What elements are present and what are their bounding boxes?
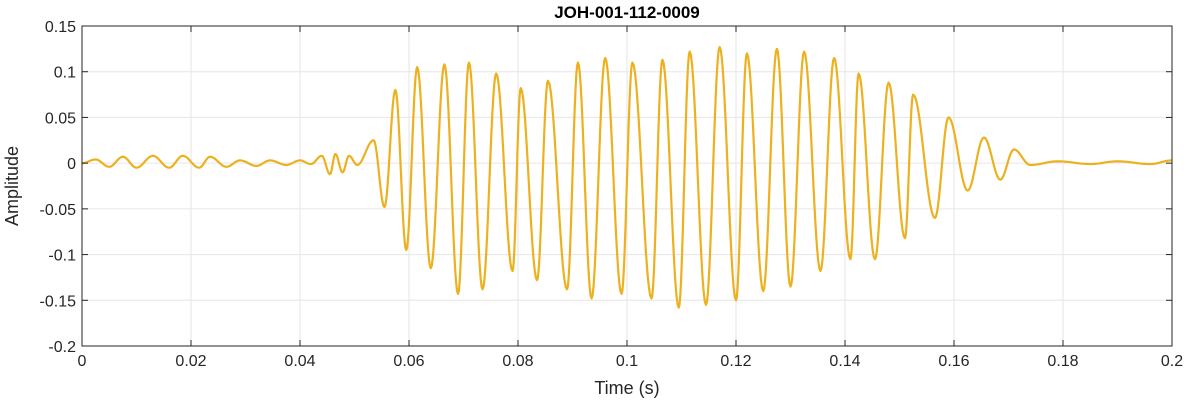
x-tick-label: 0.18 — [1047, 353, 1078, 370]
y-tick-label: 0.1 — [54, 65, 76, 82]
y-tick-label: -0.1 — [48, 248, 76, 265]
y-tick-label: -0.05 — [40, 202, 77, 219]
y-tick-labels: 0.15 0.1 0.05 0 -0.05 -0.1 -0.15 -0.2 — [40, 19, 77, 356]
y-tick-label: 0 — [67, 156, 76, 173]
y-axis-label: Amplitude — [2, 146, 22, 226]
x-tick-label: 0.08 — [502, 353, 533, 370]
x-tick-label: 0.02 — [175, 353, 206, 370]
x-tick-label: 0 — [78, 353, 87, 370]
y-tick-label: -0.15 — [40, 293, 77, 310]
x-tick-label: 0.14 — [829, 353, 860, 370]
x-axis-label: Time (s) — [594, 378, 659, 398]
series-line-amplitude — [81, 45, 1173, 309]
x-tick-label: 0.16 — [938, 353, 969, 370]
x-tick-label: 0.1 — [616, 353, 638, 370]
series-group — [81, 45, 1173, 309]
x-tick-label: 0.04 — [284, 353, 315, 370]
x-tick-label: 0.12 — [720, 353, 751, 370]
y-tick-label: 0.05 — [45, 110, 76, 127]
y-tick-label: 0.15 — [45, 19, 76, 36]
x-tick-labels: 0 0.02 0.04 0.06 0.08 0.1 0.12 0.14 0.16 0.18 0.2 — [78, 353, 1184, 370]
tick-marks — [81, 25, 1173, 347]
x-tick-label: 0.06 — [393, 353, 424, 370]
x-tick-label: 0.2 — [1161, 353, 1183, 370]
chart-title: JOH-001-112-0009 — [554, 3, 700, 22]
y-tick-label: -0.2 — [48, 339, 76, 356]
